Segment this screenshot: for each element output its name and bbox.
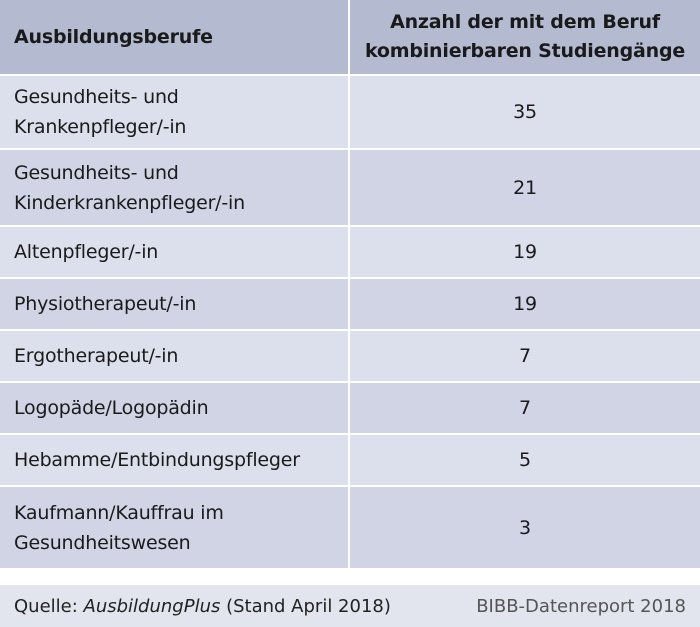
- anzahl-cell: 7: [348, 329, 700, 382]
- anzahl-cell: 5: [348, 433, 700, 486]
- table-row: Gesundheits- und Krankenpfleger/-in 35: [0, 74, 700, 149]
- table-row: Logopäde/Logopädin 7: [0, 381, 700, 434]
- anzahl-cell: 21: [348, 148, 700, 226]
- table-row: Kaufmann/Kauffrau im Gesundheitswesen 3: [0, 485, 700, 568]
- source-prefix: Quelle:: [14, 595, 84, 617]
- beruf-cell: Gesundheits- und Kinderkrankenpfleger/-in: [0, 148, 349, 226]
- table-row: Gesundheits- und Kinderkrankenpfleger/-in…: [0, 148, 700, 226]
- table-row: Altenpfleger/-in 19: [0, 225, 700, 278]
- beruf-line-1: Kaufmann/Kauffrau im: [14, 501, 224, 524]
- anzahl-cell: 19: [348, 277, 700, 330]
- header-ausbildungsberufe: Ausbildungsberufe: [0, 0, 349, 76]
- table-header-row: Ausbildungsberufe Anzahl der mit dem Ber…: [0, 0, 700, 76]
- anzahl-cell: 7: [348, 381, 700, 434]
- data-table: Ausbildungsberufe Anzahl der mit dem Ber…: [0, 0, 700, 568]
- source-name: AusbildungPlus: [83, 595, 221, 617]
- header-anzahl-studiengaenge: Anzahl der mit dem Beruf kombinierbaren …: [348, 0, 700, 76]
- table-row: Physiotherapeut/-in 19: [0, 277, 700, 330]
- anzahl-cell: 19: [348, 225, 700, 278]
- table-row: Ergotherapeut/-in 7: [0, 329, 700, 382]
- beruf-cell: Physiotherapeut/-in: [0, 277, 349, 330]
- beruf-line-1: Gesundheits- und: [14, 86, 179, 108]
- beruf-cell: Hebamme/Entbindungspfleger: [0, 433, 349, 486]
- table-footer: Quelle: AusbildungPlus (Stand April 2018…: [0, 583, 700, 627]
- beruf-line-1: Gesundheits- und: [14, 161, 179, 184]
- beruf-cell: Altenpfleger/-in: [0, 225, 349, 278]
- beruf-cell: Ergotherapeut/-in: [0, 329, 349, 382]
- table-row: Hebamme/Entbindungspfleger 5: [0, 433, 700, 486]
- beruf-cell: Logopäde/Logopädin: [0, 381, 349, 434]
- anzahl-cell: 3: [348, 485, 700, 568]
- source-note: Quelle: AusbildungPlus (Stand April 2018…: [14, 596, 391, 617]
- beruf-cell: Gesundheits- und Krankenpfleger/-in: [0, 74, 349, 149]
- beruf-line-2: Krankenpfleger/-in: [14, 116, 187, 138]
- publication-label: BIBB-Datenreport 2018: [476, 595, 686, 617]
- beruf-line-2: Kinderkrankenpfleger/-in: [14, 191, 245, 214]
- source-suffix: (Stand April 2018): [220, 595, 391, 617]
- anzahl-cell: 35: [348, 74, 700, 149]
- beruf-line-2: Gesundheitswesen: [14, 531, 191, 554]
- beruf-cell: Kaufmann/Kauffrau im Gesundheitswesen: [0, 485, 349, 568]
